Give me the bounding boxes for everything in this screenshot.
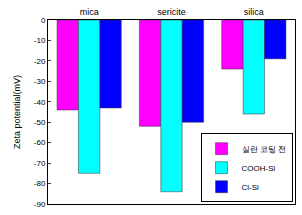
svg-text:0: 0 (41, 16, 46, 25)
svg-text:-70: -70 (34, 159, 46, 168)
svg-text:-30: -30 (34, 77, 46, 86)
svg-text:sericite: sericite (157, 7, 186, 17)
svg-text:-50: -50 (34, 118, 46, 127)
svg-text:-80: -80 (34, 179, 46, 188)
svg-text:COOH-Si: COOH-Si (242, 164, 276, 173)
svg-text:실란 코팅 전: 실란 코팅 전 (242, 145, 286, 154)
svg-text:Cl-Si: Cl-Si (242, 183, 260, 192)
svg-text:Zeta potential(mV): Zeta potential(mV) (12, 75, 22, 149)
svg-text:mica: mica (80, 7, 99, 17)
svg-text:silica: silica (244, 7, 264, 17)
svg-text:-20: -20 (34, 57, 46, 66)
svg-text:-10: -10 (34, 36, 46, 45)
svg-text:-40: -40 (34, 98, 46, 107)
svg-text:-90: -90 (34, 200, 46, 209)
svg-text:-60: -60 (34, 138, 46, 147)
